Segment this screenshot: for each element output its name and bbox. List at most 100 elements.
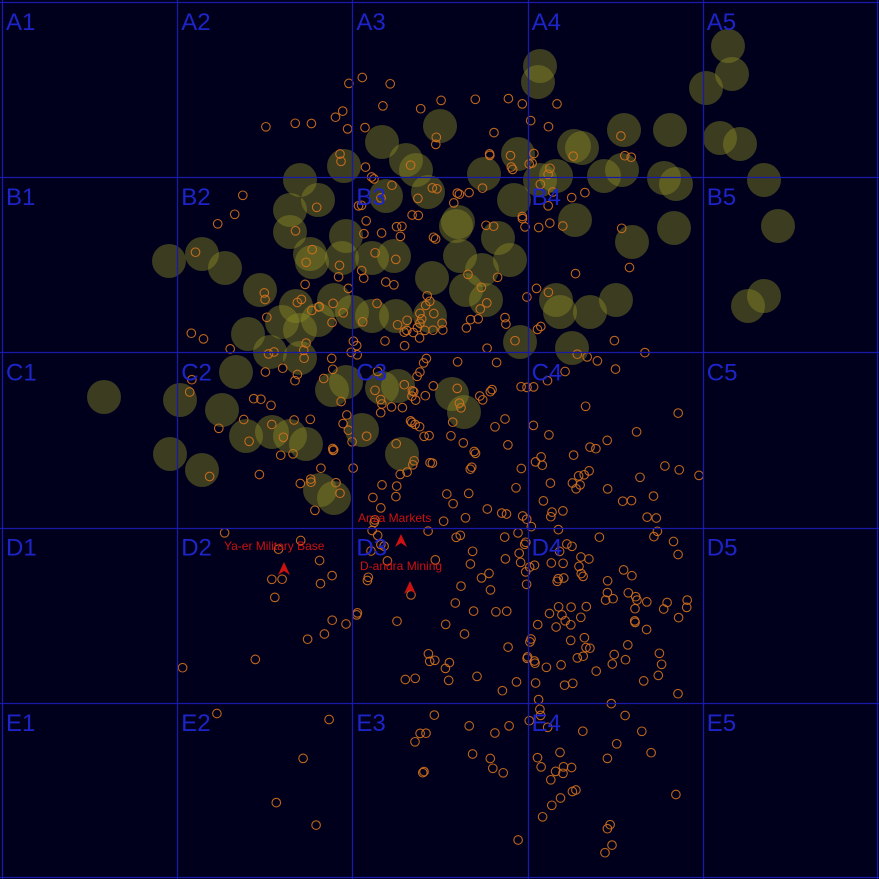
- debris-ring: [244, 436, 254, 447]
- debris-ring: [629, 616, 640, 626]
- asteroid-blob: [747, 163, 781, 197]
- debris-ring: [545, 163, 555, 174]
- debris-ring: [574, 561, 584, 572]
- debris-ring: [456, 402, 466, 413]
- debris-ring: [336, 396, 346, 407]
- debris-ring: [342, 124, 353, 134]
- debris-ring: [198, 334, 209, 344]
- debris-ring: [631, 426, 642, 437]
- asteroid-blob: [573, 295, 607, 329]
- debris-ring: [642, 512, 652, 522]
- debris-ring: [410, 736, 420, 747]
- sector-label-c5: C5: [707, 359, 738, 386]
- debris-ring: [402, 315, 412, 326]
- debris-ring: [335, 488, 345, 499]
- debris-ring: [552, 99, 562, 109]
- debris-ring: [584, 554, 594, 564]
- debris-ring: [668, 536, 679, 547]
- asteroid-blob: [152, 244, 186, 278]
- debris-ring: [558, 761, 569, 772]
- asteroid-blob: [153, 437, 187, 471]
- debris-ring: [290, 225, 301, 236]
- debris-ring: [550, 766, 561, 777]
- sector-label-d4: D4: [532, 535, 563, 562]
- debris-ring: [331, 477, 341, 488]
- poi-label: D-andra Mining: [360, 559, 442, 573]
- poi-ya-er-military-base[interactable]: Ya-er Military Base: [224, 539, 325, 575]
- points-of-interest[interactable]: Anza Markets Ya-er Military Base D-andra M…: [224, 511, 442, 594]
- debris-ring: [592, 356, 603, 366]
- debris-ring: [570, 268, 581, 279]
- debris-ring: [536, 762, 546, 772]
- debris-ring: [366, 546, 376, 556]
- debris-ring: [418, 358, 429, 368]
- asteroid-blob: [423, 109, 457, 143]
- debris-ring: [465, 314, 476, 325]
- chevron-marker-icon: [404, 581, 416, 594]
- debris-ring: [305, 474, 316, 484]
- debris-ring: [499, 532, 510, 542]
- debris-ring: [409, 455, 419, 466]
- debris-ring: [514, 548, 525, 559]
- asteroid-blob: [355, 299, 389, 333]
- debris-ring: [327, 364, 338, 375]
- debris-ring: [405, 416, 416, 426]
- debris-ring: [500, 414, 510, 424]
- debris-ring: [372, 530, 383, 541]
- debris-ring: [581, 642, 591, 653]
- debris-ring: [546, 558, 557, 568]
- debris-ring: [338, 418, 348, 429]
- debris-ring: [314, 555, 325, 566]
- debris-ring: [660, 461, 670, 471]
- debris-ring: [558, 506, 568, 516]
- debris-ring: [594, 532, 605, 543]
- asteroid-blob: [565, 131, 599, 165]
- debris-ring: [566, 192, 577, 203]
- debris-ring: [557, 221, 568, 231]
- debris-ring: [436, 95, 446, 106]
- debris-ring: [602, 587, 613, 598]
- debris-ring: [204, 471, 215, 482]
- debris-ring: [416, 314, 427, 324]
- asteroid-blob: [273, 215, 307, 249]
- debris-ring: [607, 840, 617, 850]
- debris-ring: [602, 484, 613, 494]
- debris-ring: [330, 112, 341, 123]
- debris-ring: [545, 774, 556, 785]
- poi-anza-markets[interactable]: Anza Markets: [358, 511, 431, 547]
- chevron-marker-icon: [395, 534, 407, 547]
- debris-ring: [515, 557, 526, 568]
- debris-ring: [328, 444, 339, 455]
- debris-ring: [600, 847, 610, 858]
- debris-ring: [400, 674, 411, 685]
- sector-label-a5: A5: [707, 9, 736, 36]
- debris-ring: [528, 382, 539, 392]
- debris-ring: [477, 183, 488, 193]
- asteroid-blob: [219, 355, 253, 389]
- debris-ring: [579, 469, 590, 480]
- debris-ring: [671, 789, 681, 800]
- debris-ring: [553, 573, 564, 584]
- debris-ring: [565, 635, 576, 646]
- sector-label-c1: C1: [6, 359, 37, 386]
- debris-ring: [190, 247, 201, 258]
- debris-ring: [482, 343, 492, 354]
- asteroid-blob: [605, 153, 639, 187]
- debris-ring: [465, 559, 476, 569]
- sector-label-c2: C2: [181, 359, 212, 386]
- debris-ring: [341, 410, 352, 420]
- debris-ring: [545, 478, 556, 488]
- debris-ring: [553, 601, 564, 612]
- asteroid-blob: [503, 325, 537, 359]
- debris-ring: [567, 678, 578, 689]
- debris-ring: [532, 324, 543, 335]
- debris-ring: [648, 491, 659, 501]
- debris-field-layer: [177, 72, 704, 858]
- debris-ring: [344, 78, 354, 89]
- asteroid-blob: [379, 299, 413, 333]
- asteroid-blob: [539, 283, 573, 317]
- poi-d-andra-mining[interactable]: D-andra Mining: [360, 559, 442, 594]
- debris-ring: [530, 678, 541, 688]
